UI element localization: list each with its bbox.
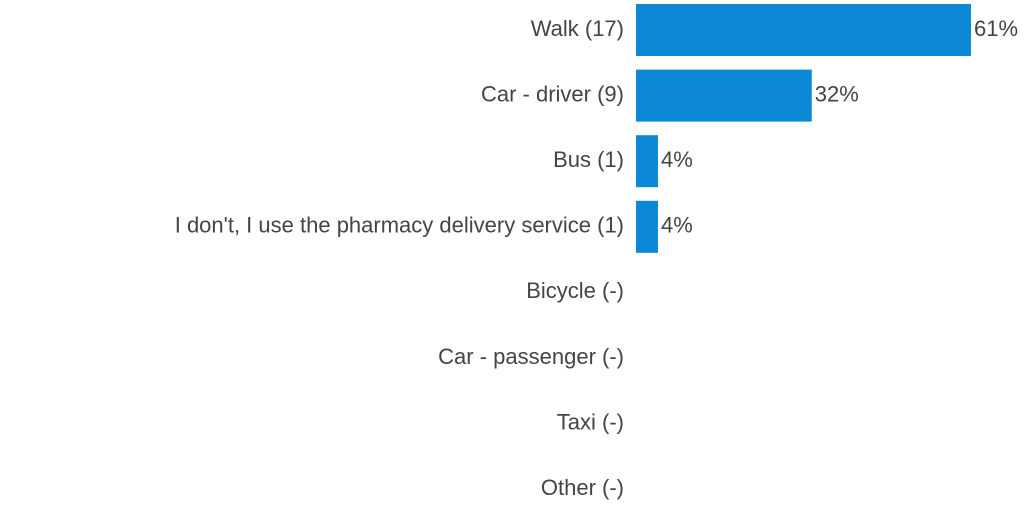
category-label: I don't, I use the pharmacy delivery ser… xyxy=(175,213,624,238)
value-label: 4% xyxy=(661,147,693,172)
category-label: Taxi (-) xyxy=(557,409,624,434)
category-label: Car - passenger (-) xyxy=(438,344,624,369)
category-label: Other (-) xyxy=(541,475,624,500)
category-label: Bus (1) xyxy=(553,147,624,172)
category-label: Car - driver (9) xyxy=(481,81,624,106)
bar xyxy=(636,200,658,253)
bar xyxy=(636,135,658,188)
value-label: 61% xyxy=(974,16,1018,41)
bar xyxy=(636,4,971,56)
category-label: Bicycle (-) xyxy=(526,278,624,303)
category-label: Walk (17) xyxy=(531,16,624,41)
value-label: 4% xyxy=(661,213,693,238)
bar xyxy=(636,69,812,122)
value-label: 32% xyxy=(815,81,859,106)
